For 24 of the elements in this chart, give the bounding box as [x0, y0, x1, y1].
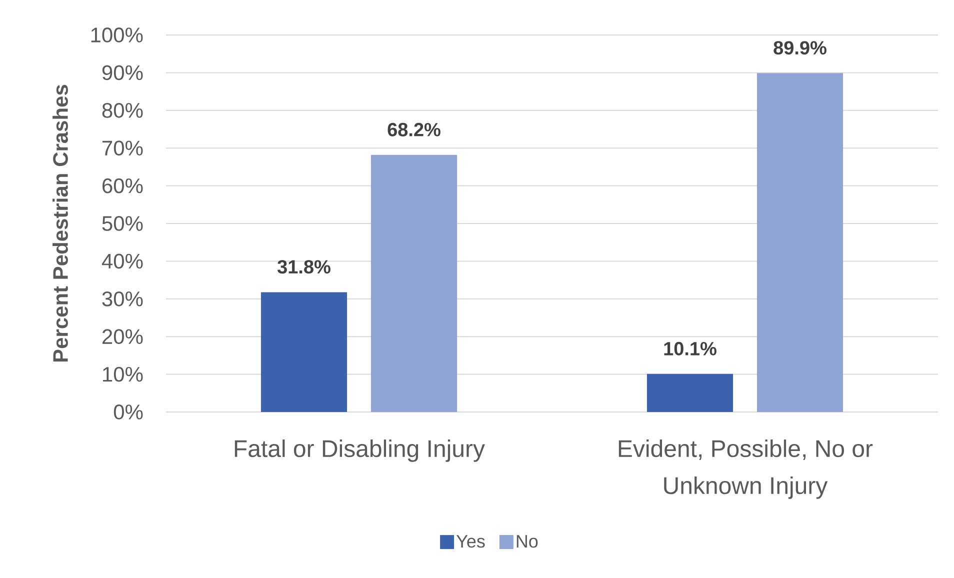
y-tick-label: 0%: [114, 404, 143, 420]
y-tick-label: 30%: [102, 291, 143, 306]
bar: [756, 73, 844, 412]
bar: [646, 374, 734, 412]
data-label: 89.9%: [774, 41, 826, 55]
y-tick-label: 100%: [91, 28, 143, 42]
y-tick-label: 90%: [102, 65, 143, 80]
y-tick-label: 40%: [102, 254, 143, 269]
y-tick-label: 10%: [103, 366, 143, 382]
data-label: 68.2%: [388, 122, 440, 136]
data-label: 10.1%: [664, 342, 716, 356]
x-tick-label: Fatal or Disabling Injury: [234, 440, 485, 462]
y-tick-label: 70%: [102, 140, 143, 156]
y-tick-label: 50%: [102, 216, 143, 231]
bar: [370, 154, 458, 412]
legend-label: Yes: [456, 535, 485, 548]
y-axis-title: Percent Pedestrian Crashes: [52, 84, 68, 362]
x-tick-label: Evident, Possible, No or Unknown Injury: [618, 440, 873, 499]
y-tick-label: 80%: [102, 102, 143, 118]
y-tick-label: 20%: [102, 329, 143, 344]
y-tick-label: 60%: [102, 178, 143, 194]
data-label: 31.8%: [278, 260, 330, 274]
bar: [260, 292, 348, 412]
legend-label: No: [516, 535, 538, 548]
